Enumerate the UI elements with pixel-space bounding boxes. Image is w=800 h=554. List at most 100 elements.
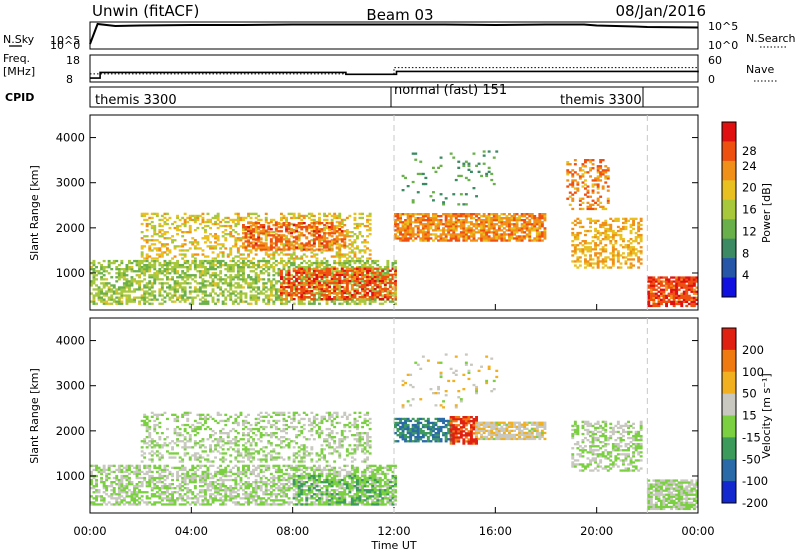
power-cell (345, 283, 349, 287)
velocity-cell (143, 464, 147, 467)
power-cell (140, 251, 144, 254)
velocity-cell (125, 466, 129, 469)
power-cell (371, 261, 375, 265)
power-cell (312, 271, 316, 274)
velocity-cell (168, 487, 172, 490)
power-cell (211, 245, 215, 248)
power-cell (236, 264, 240, 267)
power-cell (198, 274, 202, 277)
power-cell (204, 298, 207, 301)
power-cell (452, 235, 456, 238)
power-cell (160, 294, 164, 297)
power-cell (388, 279, 392, 283)
power-cell (335, 214, 339, 218)
power-cell (335, 277, 339, 280)
power-cell (300, 276, 304, 279)
velocity-cell (128, 503, 131, 506)
power-cell (442, 203, 445, 206)
power-cell (143, 257, 147, 260)
power-cell (148, 222, 152, 226)
power-cell (368, 288, 372, 291)
power-cell (447, 219, 451, 222)
power-cell (581, 225, 585, 229)
power-cell (591, 240, 595, 243)
power-cell (566, 171, 570, 174)
power-cell (361, 249, 364, 252)
power-cell (130, 280, 134, 283)
power-cell (318, 280, 321, 283)
power-cell (280, 234, 283, 237)
power-cell (155, 239, 159, 242)
power-cell (406, 237, 410, 240)
power-cell (102, 278, 106, 281)
velocity-cell (115, 468, 119, 472)
power-cell (543, 231, 547, 234)
velocity-cell (95, 466, 98, 469)
velocity-cell (122, 474, 126, 478)
power-cell (442, 239, 445, 242)
power-cell (193, 290, 197, 293)
velocity-cell (110, 481, 114, 484)
power-cell (234, 282, 238, 285)
velocity-cell (140, 481, 144, 484)
power-cell (505, 217, 509, 220)
power-cell (657, 286, 661, 289)
power-cell (287, 253, 291, 256)
power-cell (373, 277, 377, 280)
power-cell (601, 207, 605, 211)
power-cell (269, 238, 273, 241)
power-cell (358, 261, 362, 265)
power-cell (290, 253, 293, 256)
power-cell (472, 231, 476, 234)
power-cell (335, 240, 339, 243)
velocity-cell (193, 474, 197, 478)
power-cell (292, 229, 296, 232)
power-cell (510, 215, 514, 218)
freq-unit-label: [MHz] (3, 65, 35, 78)
power-cell (107, 288, 111, 291)
power-cell (193, 280, 197, 283)
power-cell (660, 298, 663, 301)
power-cell (315, 275, 319, 278)
power-cell (117, 272, 121, 275)
power-cell (150, 243, 154, 246)
power-cell (345, 259, 349, 263)
velocity-cell (92, 491, 96, 494)
power-cell (242, 292, 245, 295)
power-cell (576, 233, 580, 237)
power-cell (606, 199, 610, 202)
velocity-cell (209, 472, 212, 476)
power-cell (267, 253, 271, 256)
power-cell (333, 232, 337, 235)
power-cell (254, 280, 258, 283)
power-cell (667, 300, 671, 303)
power-cell (464, 213, 468, 216)
power-cell (690, 278, 694, 281)
power-cell (437, 166, 440, 169)
velocity-cell (145, 483, 149, 486)
power-cell (193, 264, 197, 267)
nsky-ticks-top: 10^5 (50, 34, 80, 47)
power-cell (404, 219, 407, 222)
power-cell (335, 216, 339, 220)
power-cell (242, 257, 245, 260)
power-cell (143, 259, 147, 263)
power-cell (538, 233, 542, 236)
power-cell (386, 275, 390, 278)
power-cell (462, 162, 466, 165)
power-cell (214, 245, 217, 248)
power-cell (348, 251, 352, 254)
power-cell (257, 292, 261, 295)
power-cell (335, 230, 339, 233)
power-cell (209, 264, 212, 267)
power-cell (470, 213, 473, 216)
power-cell (632, 217, 635, 220)
power-cell (274, 288, 278, 291)
power-cell (639, 262, 643, 265)
power-cell (274, 251, 278, 254)
power-cell (406, 229, 410, 232)
power-cell (290, 298, 293, 301)
power-cell (280, 291, 283, 295)
power-cell (599, 242, 603, 245)
power-cell (647, 276, 651, 279)
